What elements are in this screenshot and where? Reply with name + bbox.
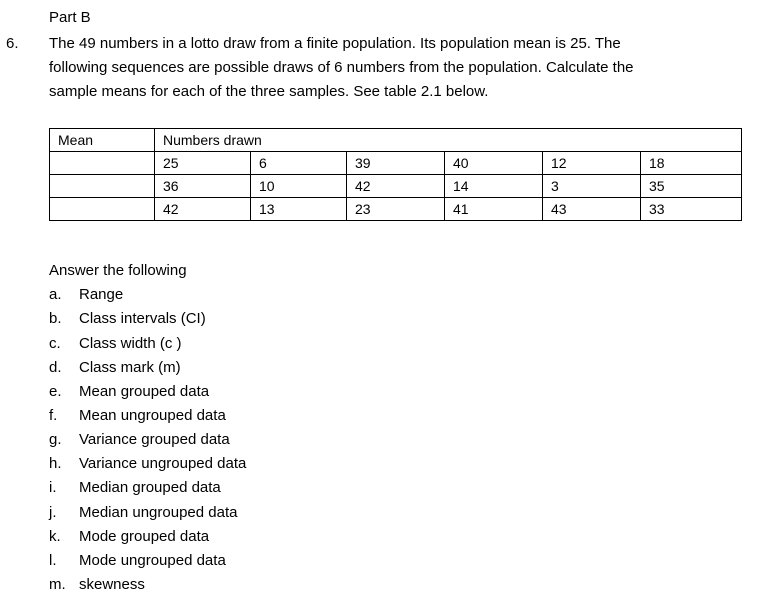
number-cell: 35 <box>639 174 743 198</box>
item-text: Mode ungrouped data <box>79 552 226 569</box>
item-letter: h. <box>49 455 62 472</box>
item-letter: b. <box>49 310 62 327</box>
item-letter: c. <box>49 335 61 352</box>
item-text: Median ungrouped data <box>79 504 238 521</box>
item-text: Variance ungrouped data <box>79 455 247 472</box>
number-cell: 25 <box>154 151 251 175</box>
table-header-row: Mean Numbers drawn <box>49 128 743 152</box>
number-cell: 36 <box>154 174 251 198</box>
number-cell: 39 <box>346 151 445 175</box>
numbers-drawn-table: Mean Numbers drawn 25 6 39 40 12 18 36 1… <box>49 128 743 221</box>
table-row: 36 10 42 14 3 35 <box>49 174 743 198</box>
item-text: Mode grouped data <box>79 528 210 545</box>
table-row: 25 6 39 40 12 18 <box>49 151 743 175</box>
item-text: skewness <box>79 576 145 593</box>
item-text: Mean ungrouped data <box>79 407 226 424</box>
item-letter: g. <box>49 431 62 448</box>
item-text: Class intervals (CI) <box>79 310 206 327</box>
number-cell: 6 <box>250 151 347 175</box>
header-mean: Mean <box>49 128 155 152</box>
number-cell: 40 <box>444 151 543 175</box>
table-row: 42 13 23 41 43 33 <box>49 197 743 221</box>
item-letter: l. <box>49 552 57 569</box>
item-letter: i. <box>49 479 57 496</box>
question-number: 6. <box>6 35 19 52</box>
item-letter: d. <box>49 359 62 376</box>
number-cell: 12 <box>542 151 641 175</box>
item-letter: f. <box>49 407 58 424</box>
number-cell: 41 <box>444 197 543 221</box>
item-letter: k. <box>49 528 61 545</box>
number-cell: 42 <box>346 174 445 198</box>
number-cell: 33 <box>639 197 743 221</box>
item-letter: m. <box>49 576 66 593</box>
number-cell: 43 <box>542 197 641 221</box>
item-text: Mean grouped data <box>79 383 210 400</box>
mean-cell <box>49 174 155 198</box>
item-text: Variance grouped data <box>79 431 230 448</box>
item-text: Median grouped data <box>79 479 221 496</box>
question-line-1: The 49 numbers in a lotto draw from a fi… <box>49 35 621 52</box>
question-line-3: sample means for each of the three sampl… <box>49 83 489 100</box>
item-letter: e. <box>49 383 62 400</box>
mean-cell <box>49 151 155 175</box>
item-letter: a. <box>49 286 62 303</box>
header-numbers-drawn: Numbers drawn <box>153 128 743 152</box>
number-cell: 42 <box>154 197 251 221</box>
question-line-2: following sequences are possible draws o… <box>49 59 634 76</box>
item-text: Class width (c ) <box>79 335 182 352</box>
number-cell: 10 <box>250 174 347 198</box>
number-cell: 23 <box>346 197 445 221</box>
mean-cell <box>49 197 155 221</box>
item-text: Class mark (m) <box>79 359 181 376</box>
item-letter: j. <box>49 504 57 521</box>
item-text: Range <box>79 286 124 303</box>
number-cell: 14 <box>444 174 543 198</box>
number-cell: 18 <box>639 151 743 175</box>
answer-intro: Answer the following <box>49 262 187 279</box>
number-cell: 13 <box>250 197 347 221</box>
part-title: Part B <box>49 9 91 26</box>
number-cell: 3 <box>542 174 641 198</box>
